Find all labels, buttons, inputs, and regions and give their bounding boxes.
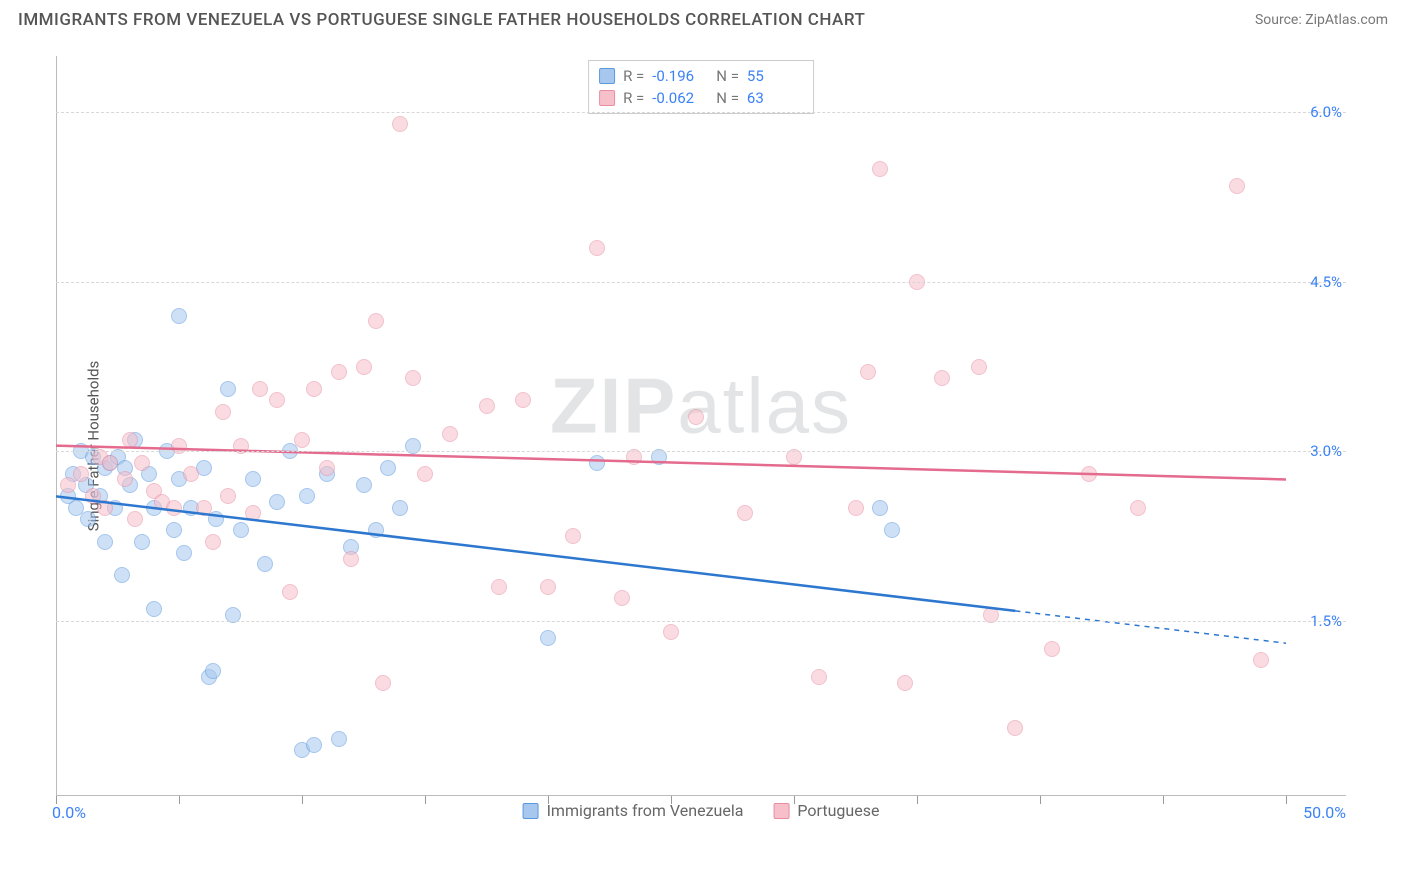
legend-r-label: R = <box>623 65 644 87</box>
legend-r-value: -0.062 <box>652 87 708 109</box>
y-tick-label: 3.0% <box>1310 442 1342 460</box>
source-label: Source: <box>1255 12 1302 28</box>
legend-item: Portuguese <box>773 801 879 820</box>
gridline <box>56 282 1346 283</box>
legend-n-label: N = <box>716 65 739 87</box>
legend-n-value: 55 <box>747 65 803 87</box>
regression-line-extrapolated <box>1015 611 1286 643</box>
x-tick <box>179 796 180 804</box>
x-tick <box>548 796 549 804</box>
regression-lines-layer <box>56 56 1346 816</box>
gridline <box>56 451 1346 452</box>
legend-swatch <box>599 90 615 106</box>
x-tick <box>425 796 426 804</box>
y-tick-label: 4.5% <box>1310 273 1342 291</box>
chart-plot-area: ZIPatlas R =-0.196N =55R =-0.062N =63 Im… <box>56 56 1346 816</box>
x-tick <box>671 796 672 804</box>
x-tick <box>302 796 303 804</box>
x-tick <box>1040 796 1041 804</box>
legend-r-label: R = <box>623 87 644 109</box>
legend-row: R = -0.062 N = 63 <box>599 87 803 109</box>
x-tick <box>56 796 57 804</box>
legend-r-value: -0.196 <box>652 65 708 87</box>
x-axis-start-label: 0.0% <box>52 803 86 822</box>
chart-source: Source: ZipAtlas.com <box>1255 12 1388 28</box>
chart-title: IMMIGRANTS FROM VENEZUELA VS PORTUGUESE … <box>18 10 865 30</box>
y-tick-label: 1.5% <box>1310 612 1342 630</box>
legend-n-value: 63 <box>747 87 803 109</box>
chart-header: IMMIGRANTS FROM VENEZUELA VS PORTUGUESE … <box>0 0 1406 36</box>
y-tick-label: 6.0% <box>1310 103 1342 121</box>
legend-n-label: N = <box>716 87 739 109</box>
legend-label: Portuguese <box>797 801 879 820</box>
legend-row: R = -0.196 N = 55 <box>599 65 803 87</box>
regression-line <box>56 496 1015 611</box>
correlation-legend: R = -0.196 N = 55 R = -0.062 N = 63 <box>588 60 814 114</box>
legend-swatch <box>773 803 789 819</box>
legend-swatch <box>523 803 539 819</box>
x-tick <box>794 796 795 804</box>
gridline <box>56 621 1346 622</box>
gridline <box>56 112 1346 113</box>
legend-swatch <box>599 68 615 84</box>
series-legend: Immigrants from Venezuela Portuguese <box>523 801 880 820</box>
x-axis-end-label: 50.0% <box>1303 803 1346 822</box>
x-tick <box>1286 796 1287 804</box>
x-tick <box>917 796 918 804</box>
legend-item: Immigrants from Venezuela <box>523 801 744 820</box>
source-name: ZipAtlas.com <box>1305 12 1388 28</box>
x-tick <box>1163 796 1164 804</box>
legend-label: Immigrants from Venezuela <box>547 801 744 820</box>
